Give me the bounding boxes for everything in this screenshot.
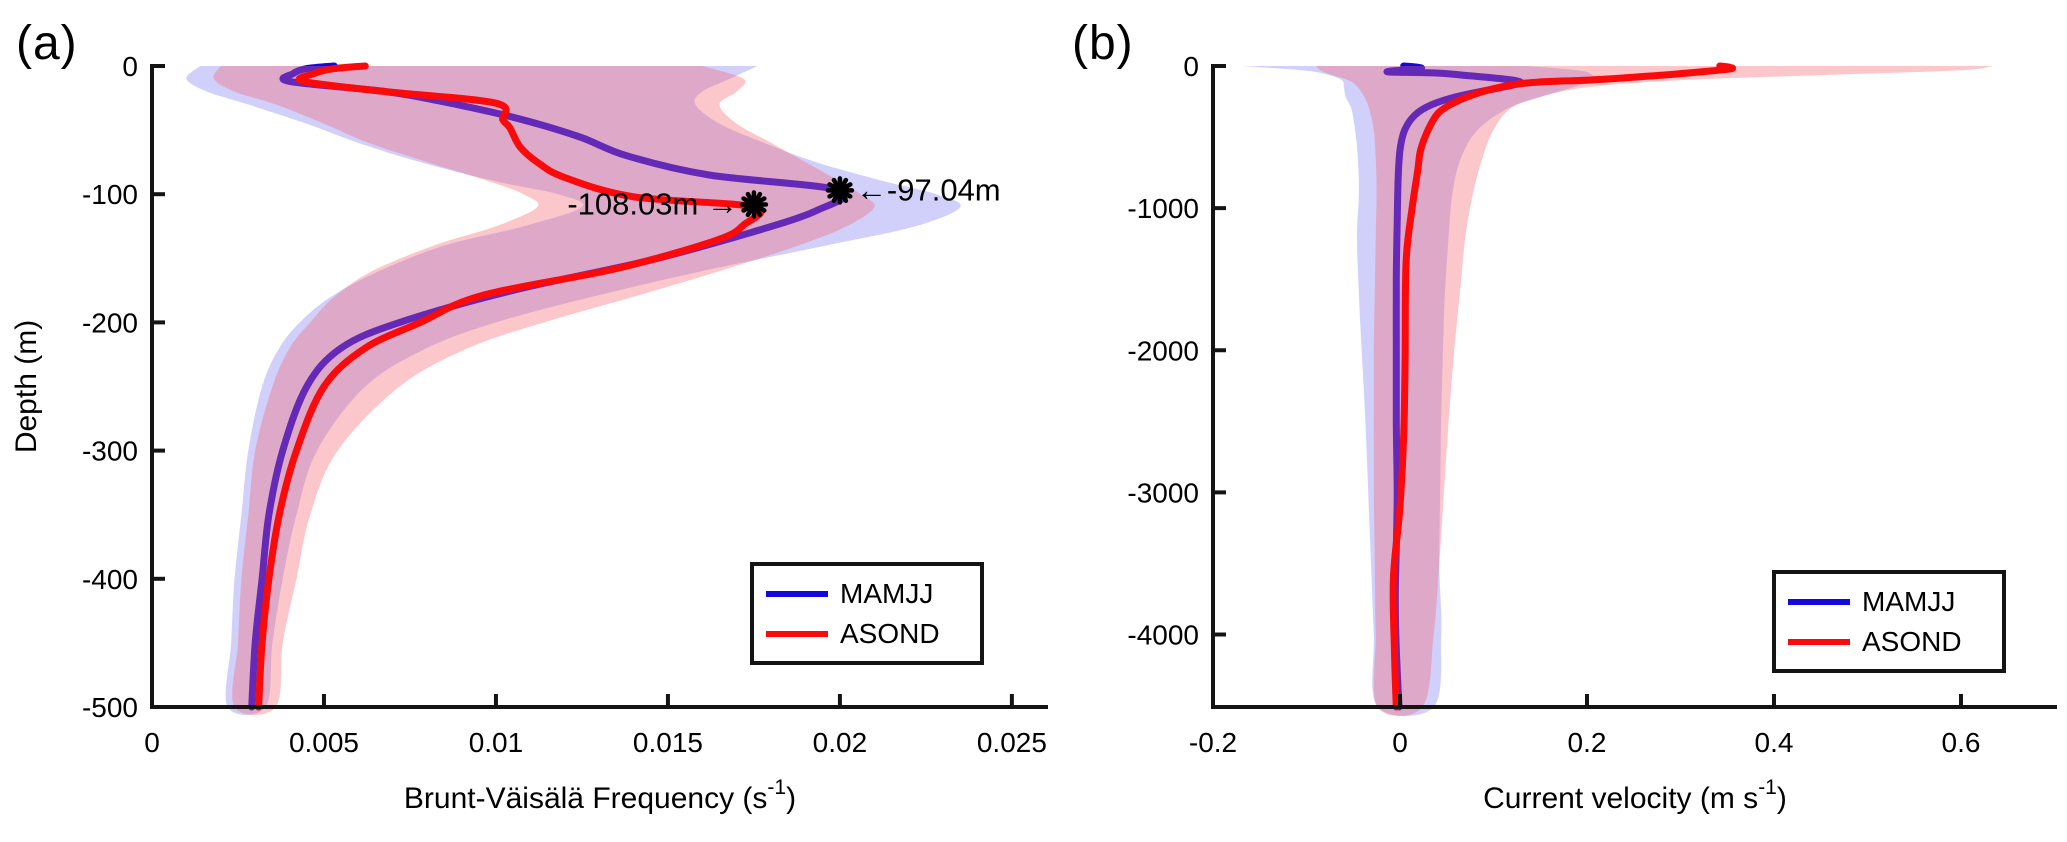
svg-text:-4000: -4000 — [1127, 620, 1199, 651]
svg-text:0.005: 0.005 — [289, 727, 359, 758]
(a)-tick-labels: 0 0.005 0.01 0.015 0.02 0.025 0 -100 -200 -300 -40… — [82, 51, 1047, 758]
svg-text:0.6: 0.6 — [1942, 727, 1981, 758]
legend-label: MAMJJ — [840, 577, 934, 609]
legend-row-MAMJJ: MAMJJ — [1788, 585, 1990, 617]
svg-text:-3000: -3000 — [1127, 477, 1199, 508]
(a)-ASOND-band — [213, 66, 875, 716]
svg-text:0: 0 — [144, 727, 160, 758]
legend-row-ASOND: ASOND — [1788, 625, 1990, 657]
svg-text:-100: -100 — [82, 179, 138, 210]
(b)-x-axis-label: Current velocity (m s-1) — [1483, 776, 1787, 815]
svg-text:0: 0 — [1392, 727, 1408, 758]
legend-line-swatch-MAMJJ — [1788, 598, 1850, 605]
svg-text:-200: -200 — [82, 307, 138, 338]
legend-row-MAMJJ: MAMJJ — [766, 577, 968, 609]
(b)-line-ASOND — [1389, 62, 1737, 711]
(a)-axes — [150, 64, 1048, 709]
legend-label: ASOND — [1862, 625, 1962, 657]
legend-label: ASOND — [840, 617, 940, 649]
(b)-axes — [1211, 64, 2057, 709]
svg-text:0.4: 0.4 — [1755, 727, 1794, 758]
svg-text:0: 0 — [1183, 51, 1199, 82]
svg-text:0: 0 — [122, 51, 138, 82]
(b)-line-MAMJJ — [1383, 62, 1525, 711]
svg-text:-2000: -2000 — [1127, 335, 1199, 366]
svg-text:-500: -500 — [82, 692, 138, 723]
svg-text:0.01: 0.01 — [469, 727, 524, 758]
panel-label-a: (a) — [16, 17, 78, 70]
svg-text:0.02: 0.02 — [813, 727, 868, 758]
legend-line-swatch-MAMJJ — [766, 590, 828, 597]
svg-text:0.015: 0.015 — [633, 727, 703, 758]
legend-row-ASOND: ASOND — [766, 617, 968, 649]
panel-label-b: (b) — [1072, 17, 1134, 70]
legend-line-swatch-ASOND — [766, 630, 828, 637]
svg-text:-400: -400 — [82, 564, 138, 595]
svg-text:-300: -300 — [82, 436, 138, 467]
panel-(a): 0 0.005 0.01 0.015 0.02 0.025 0 -100 -200 -300 -40… — [10, 51, 1048, 815]
svg-text:0.2: 0.2 — [1568, 727, 1607, 758]
legend-label: MAMJJ — [1862, 585, 1956, 617]
(a)-annotation-1: ←-97.04m — [856, 172, 1001, 207]
(a)-peak-marker-ASOND — [739, 190, 769, 219]
(b)-tick-labels: -0.2 0 0.2 0.4 0.6 0 -1000 -2000 -3000 -4000 — [1127, 51, 1980, 758]
(b)-MAMJJ-band — [1241, 66, 1596, 717]
legend-line-swatch-ASOND — [1788, 638, 1850, 645]
svg-text:-1000: -1000 — [1127, 193, 1199, 224]
panel-(b): -0.2 0 0.2 0.4 0.6 0 -1000 -2000 -3000 -4000 Curre… — [1127, 51, 2057, 815]
(a)-peak-marker-MAMJJ — [825, 176, 855, 205]
(b)-ASOND-band — [1315, 66, 1994, 717]
legend-panel-a: MAMJJ ASOND — [750, 562, 984, 665]
(a)-y-axis-label: Depth (m) — [10, 320, 43, 453]
(a)-annotation-0: -108.03m → — [567, 186, 738, 221]
legend-panel-b: MAMJJ ASOND — [1772, 570, 2006, 673]
(a)-x-axis-label: Brunt-Väisälä Frequency (s-1) — [404, 776, 796, 815]
svg-text:0.025: 0.025 — [977, 727, 1047, 758]
svg-text:-0.2: -0.2 — [1189, 727, 1237, 758]
